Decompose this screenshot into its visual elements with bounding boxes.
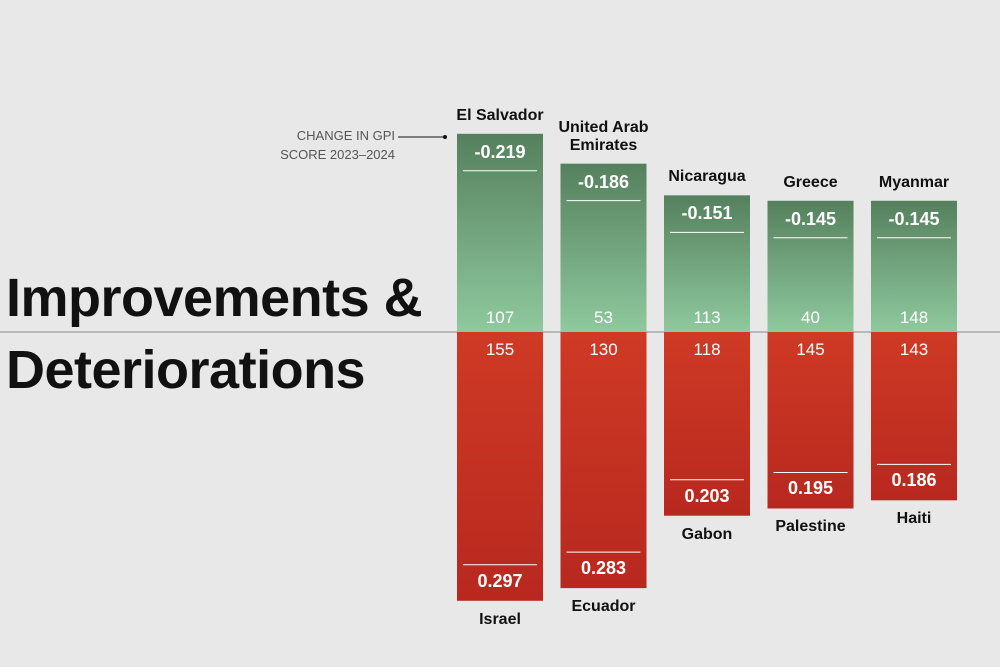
chart-title: Improvements & Deteriorations <box>6 268 423 400</box>
bar <box>871 332 957 501</box>
rank-label: 148 <box>899 308 929 327</box>
rank-label: 130 <box>589 340 618 359</box>
value-label: 0.297 <box>477 570 523 591</box>
value-label: -0.219 <box>474 141 526 162</box>
category-label: Ecuador <box>571 598 636 616</box>
category-label: Nicaragua <box>668 168 746 186</box>
rank-label: 145 <box>796 340 825 359</box>
value-label: 0.283 <box>580 558 627 579</box>
bar <box>767 200 854 332</box>
category-label: Israel <box>479 610 521 628</box>
rank-label: 53 <box>594 308 613 327</box>
category-label: Palestine <box>775 518 846 536</box>
category-label: Gabon <box>681 525 733 543</box>
rank-label: 155 <box>485 340 515 359</box>
bar <box>560 163 647 332</box>
rank-label: 118 <box>693 340 721 359</box>
annotation: CHANGE IN GPI SCORE 2023–2024 <box>280 128 395 162</box>
bar <box>871 200 957 332</box>
bar <box>457 133 543 332</box>
category-label: Haiti <box>896 510 932 528</box>
category-label: El Salvador <box>456 106 544 124</box>
rank-label: 40 <box>801 308 820 327</box>
rank-label: 143 <box>899 340 929 359</box>
category-label: Myanmar <box>878 173 950 191</box>
rank-label: 107 <box>485 308 515 327</box>
value-label: 0.195 <box>787 478 834 499</box>
value-label: -0.145 <box>888 208 940 229</box>
value-label: -0.151 <box>681 203 733 224</box>
bar <box>664 332 750 516</box>
category-label: United Arab Emirates <box>558 118 649 154</box>
category-label: Greece <box>783 173 838 191</box>
value-label: 0.186 <box>891 470 937 491</box>
bar <box>664 195 750 332</box>
bar <box>767 332 854 509</box>
bar <box>457 332 543 601</box>
value-label: -0.186 <box>577 171 630 192</box>
value-label: -0.145 <box>784 208 837 229</box>
rank-label: 113 <box>693 308 721 327</box>
bar <box>560 332 647 589</box>
annotation-dot <box>443 135 447 139</box>
value-label: 0.203 <box>684 485 730 506</box>
